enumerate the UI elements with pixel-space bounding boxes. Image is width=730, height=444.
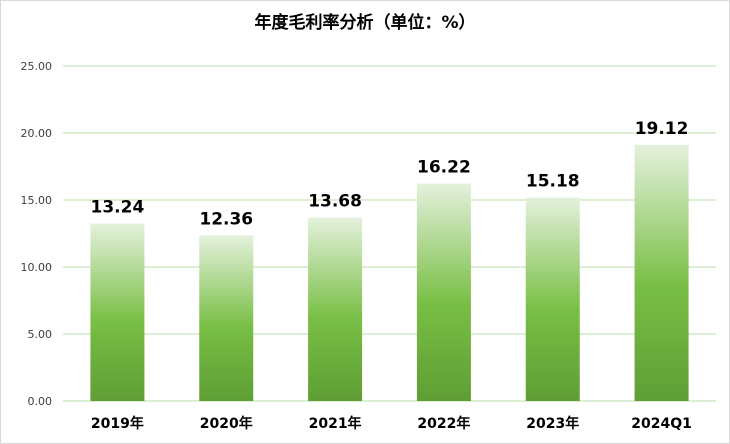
bar <box>416 183 471 401</box>
bar <box>199 235 254 401</box>
chart-title: 年度毛利率分析（单位：%） <box>254 13 476 33</box>
data-label: 13.24 <box>91 198 145 218</box>
x-category-label: 2020年 <box>200 415 253 432</box>
x-category-label: 2019年 <box>91 415 144 432</box>
x-category-label: 2024Q1 <box>631 416 692 432</box>
y-tick-label: 20.00 <box>21 127 53 140</box>
data-label: 16.22 <box>417 158 471 178</box>
bar <box>525 197 580 401</box>
bar <box>90 223 145 401</box>
x-category-label: 2022年 <box>417 415 470 432</box>
x-category-label: 2021年 <box>309 415 362 432</box>
x-axis-categories: 2019年 2020年 2021年 2022年 2023年 2024Q1 <box>91 415 692 432</box>
data-labels: 13.24 12.36 13.68 16.22 15.18 19.12 <box>91 119 689 230</box>
data-label: 15.18 <box>526 172 580 192</box>
y-tick-label: 5.00 <box>28 328 53 341</box>
data-label: 13.68 <box>308 192 362 212</box>
bars <box>90 144 689 402</box>
gridlines <box>63 65 716 402</box>
y-tick-label: 0.00 <box>28 395 53 408</box>
y-tick-label: 15.00 <box>21 194 53 207</box>
x-category-label: 2023年 <box>526 415 579 432</box>
bar <box>308 217 363 401</box>
y-tick-label: 10.00 <box>21 261 53 274</box>
y-axis-ticks: 0.00 5.00 10.00 15.00 20.00 25.00 <box>21 60 53 408</box>
data-label: 19.12 <box>635 119 689 139</box>
y-tick-label: 25.00 <box>21 60 53 73</box>
bar <box>634 144 689 402</box>
data-label: 12.36 <box>199 209 253 229</box>
